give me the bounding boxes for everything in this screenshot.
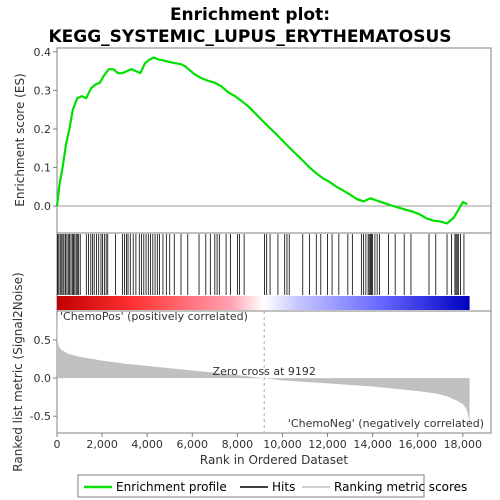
metric-y-tick-label: -0.5 [30, 410, 51, 423]
es-y-tick-label: 0.1 [34, 161, 52, 174]
positive-correlation-label: 'ChemoPos' (positively correlated) [60, 310, 248, 323]
x-tick-label: 12,000 [308, 438, 347, 451]
x-tick-label: 14,000 [353, 438, 392, 451]
x-tick-label: 2,000 [86, 438, 118, 451]
metric-y-tick-label: 0.0 [34, 372, 52, 385]
legend-label-ranking-metric: Ranking metric scores [334, 480, 467, 494]
chart-title-line2: KEGG_SYSTEMIC_LUPUS_ERYTHEMATOSUS [48, 27, 451, 47]
es-y-axis-label: Enrichment score (ES) [13, 73, 27, 206]
x-tick-label: 8,000 [222, 438, 254, 451]
legend: Enrichment profile Hits Ranking metric s… [78, 475, 467, 497]
x-tick-label: 10,000 [263, 438, 302, 451]
x-tick-label: 6,000 [177, 438, 209, 451]
x-axis-label: Rank in Ordered Dataset [200, 453, 348, 467]
negative-correlation-label: 'ChemoNeg' (negatively correlated) [288, 417, 484, 430]
es-plot-frame [57, 48, 491, 233]
ranked-list-color-bar [57, 296, 470, 310]
legend-label-hits: Hits [272, 480, 295, 494]
metric-y-axis-label: Ranked list metric (Signal2Noise) [11, 272, 25, 471]
es-y-ticks: 0.0 0.1 0.2 0.3 0.4 [34, 46, 58, 213]
es-y-tick-label: 0.4 [34, 46, 52, 59]
x-axis-ticks: 0 2,000 4,000 6,000 8,000 10,000 12,000 14,000 1… [54, 433, 483, 451]
x-tick-label: 0 [54, 438, 61, 451]
es-y-tick-label: 0.3 [34, 84, 52, 97]
x-tick-label: 18,000 [444, 438, 483, 451]
es-y-tick-label: 0.2 [34, 123, 52, 136]
es-y-tick-label: 0.0 [34, 200, 52, 213]
metric-y-ticks: 0.5 0.0 -0.5 [30, 334, 57, 423]
zero-cross-label: Zero cross at 9192 [213, 365, 316, 378]
x-tick-label: 4,000 [131, 438, 163, 451]
metric-y-tick-label: 0.5 [34, 334, 52, 347]
chart-title-line1: Enrichment plot: [170, 5, 330, 25]
x-tick-label: 16,000 [398, 438, 437, 451]
legend-label-enrichment-profile: Enrichment profile [116, 480, 227, 494]
